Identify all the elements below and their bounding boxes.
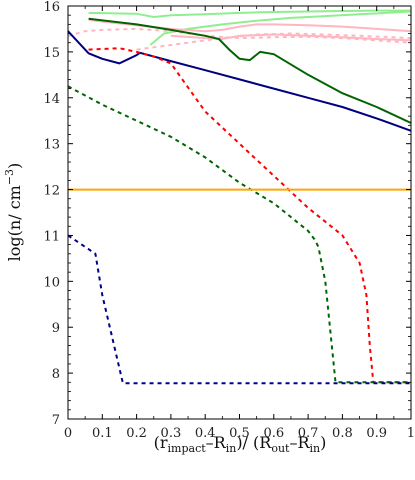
x-tick-label: 0.5 bbox=[229, 426, 250, 441]
series-line-8 bbox=[88, 47, 411, 384]
x-tick-label: 1 bbox=[407, 426, 415, 441]
series-line-5 bbox=[136, 32, 412, 51]
y-tick-label: 9 bbox=[52, 321, 60, 336]
series-line-6 bbox=[67, 30, 412, 132]
plot-area bbox=[68, 6, 411, 419]
y-tick-label: 12 bbox=[43, 184, 60, 199]
plot-frame bbox=[67, 5, 412, 420]
x-tick-label: 0.4 bbox=[195, 426, 216, 441]
y-tick-label: 10 bbox=[43, 275, 60, 290]
x-tick-label: 0.2 bbox=[126, 426, 147, 441]
x-tick-label: 0.1 bbox=[92, 426, 113, 441]
x-tick-label: 0 bbox=[64, 426, 72, 441]
x-tick-label: 0.8 bbox=[332, 426, 353, 441]
series-line-4 bbox=[67, 27, 412, 44]
y-tick-label: 7 bbox=[52, 413, 60, 428]
y-tick-label: 16 bbox=[43, 0, 60, 15]
y-tick-label: 15 bbox=[43, 46, 60, 61]
series-line-0 bbox=[88, 9, 411, 18]
y-tick-label: 11 bbox=[43, 229, 60, 244]
y-tick-label: 13 bbox=[43, 138, 60, 153]
x-tick-label: 0.9 bbox=[366, 426, 387, 441]
series-line-7 bbox=[88, 17, 412, 124]
x-axis-label: (rimpact–Rin)/ (Rout–Rin) bbox=[154, 433, 327, 455]
x-tick-label: 0.3 bbox=[161, 426, 182, 441]
x-tick-label: 0.6 bbox=[263, 426, 284, 441]
y-tick-label: 8 bbox=[52, 367, 60, 382]
y-axis-label: log(n/ cm−3) bbox=[3, 163, 24, 262]
y-tick-label: 14 bbox=[43, 92, 60, 107]
series-layer bbox=[67, 9, 412, 385]
x-tick-label: 0.7 bbox=[298, 426, 319, 441]
